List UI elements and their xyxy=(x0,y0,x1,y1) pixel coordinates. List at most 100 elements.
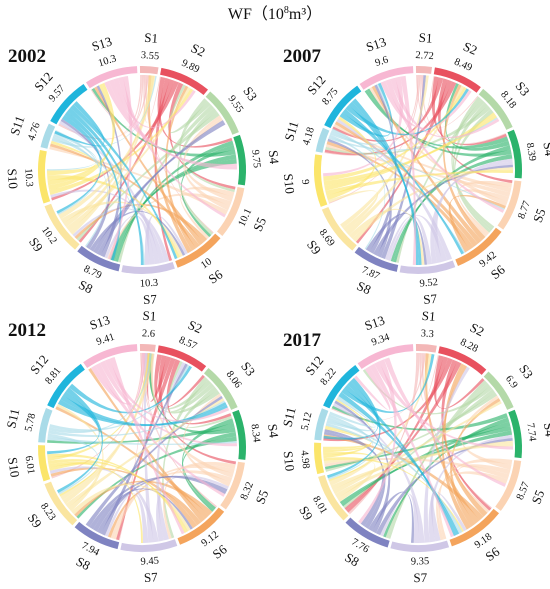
sector-name-label: S7 xyxy=(143,569,158,585)
chord-ribbon xyxy=(76,111,220,241)
sector-arc-s10 xyxy=(38,445,51,482)
chord-ribbon xyxy=(327,190,378,232)
sector-name-label: S11 xyxy=(3,407,22,430)
sector-name-label: S2 xyxy=(189,40,208,59)
sector-name-label: S3 xyxy=(238,359,258,379)
chord-ribbon xyxy=(180,186,235,240)
chord-ribbon xyxy=(177,108,217,236)
sector-value-label: 10 xyxy=(199,256,214,271)
chord-ribbon xyxy=(326,116,377,201)
chord-ribbon xyxy=(49,146,228,215)
sector-arc-s1 xyxy=(139,344,156,352)
sector-name-label: S4 xyxy=(265,423,282,439)
chord-ribbon xyxy=(47,453,187,533)
sector-arc-s12 xyxy=(50,83,88,125)
sector-name-label: S2 xyxy=(468,320,487,340)
sector-value-label: 9.35 xyxy=(411,556,430,567)
sector-name-label: S1 xyxy=(144,30,159,46)
sector-arc-s9 xyxy=(321,206,357,251)
sector-arc-s7 xyxy=(121,262,175,274)
chord-ribbon xyxy=(183,115,234,202)
sector-arc-s8 xyxy=(345,517,390,548)
sector-arc-s7 xyxy=(390,540,450,552)
chord-ribbon xyxy=(368,491,415,543)
sector-name-label: S4 xyxy=(541,422,550,438)
sector-name-label: S13 xyxy=(364,34,388,55)
chord-ribbon xyxy=(384,215,433,265)
sector-arc-s1 xyxy=(415,344,437,353)
sector-value-label: 9.41 xyxy=(95,332,116,348)
chord-ribbon xyxy=(107,488,202,538)
sector-arc-s2 xyxy=(157,345,207,372)
chord-ribbon xyxy=(89,210,186,256)
sector-value-label: 10.3 xyxy=(139,278,158,290)
year-title: 2007 xyxy=(283,46,322,67)
chord-ribbon xyxy=(104,215,155,265)
chord-ribbon xyxy=(104,493,149,543)
chord-ribbon xyxy=(60,395,228,426)
sector-value-label: 9.45 xyxy=(140,556,159,568)
year-title: 2017 xyxy=(283,330,322,351)
sector-value-label: 5.12 xyxy=(300,411,315,431)
chord-ribbon xyxy=(109,357,185,535)
year-title: 2012 xyxy=(8,320,46,341)
chord-ribbon xyxy=(56,387,103,493)
sector-arc-s9 xyxy=(44,203,80,250)
sector-value-label: 4.18 xyxy=(301,126,317,147)
chord-ribbon xyxy=(64,111,122,261)
chord-ribbon xyxy=(166,360,215,412)
sector-arc-s8 xyxy=(74,521,120,550)
sector-arc-s3 xyxy=(203,367,238,410)
sector-name-label: S3 xyxy=(240,84,260,104)
sector-name-label: S5 xyxy=(252,488,271,506)
chord-ribbon xyxy=(330,130,505,211)
chord-ribbon xyxy=(369,84,397,254)
chord-ribbon xyxy=(457,180,513,235)
sector-arc-s11 xyxy=(315,127,330,153)
sector-name-label: S9 xyxy=(25,511,45,531)
sector-arc-s10 xyxy=(314,442,325,475)
sector-value-label: 6.01 xyxy=(23,455,37,475)
sector-value-label: 2.72 xyxy=(415,50,434,62)
sector-name-label: S4 xyxy=(540,141,550,157)
chord-ribbon xyxy=(339,82,393,137)
sector-name-label: S6 xyxy=(205,266,225,286)
sector-value-label: 8.28 xyxy=(458,337,479,355)
figure-title: WF（108m³） xyxy=(228,5,322,23)
sector-name-label: S6 xyxy=(482,544,502,564)
sector-arc-s13 xyxy=(85,66,138,89)
chord-ribbon xyxy=(373,164,513,256)
sector-name-label: S11 xyxy=(7,114,28,138)
chord-ribbon xyxy=(436,471,508,541)
sector-arc-s3 xyxy=(205,91,239,135)
chord-ribbon xyxy=(78,79,175,243)
chord-ribbon xyxy=(345,88,470,136)
chord-ribbon xyxy=(108,79,237,170)
sector-name-label: S7 xyxy=(413,570,427,585)
sector-name-label: S10 xyxy=(5,456,23,478)
chord-ribbon xyxy=(327,138,392,258)
sector-value-label: 6.9 xyxy=(503,374,520,391)
chord-ribbon xyxy=(366,88,512,157)
sector-name-label: S11 xyxy=(281,119,301,142)
sector-value-label: 9.89 xyxy=(180,58,201,76)
sector-name-label: S3 xyxy=(513,79,533,99)
chord-ribbon xyxy=(421,75,506,144)
sector-value-label: 8.06 xyxy=(224,369,244,390)
chord-ribbon xyxy=(88,367,206,523)
chord-ribbon xyxy=(110,470,233,539)
sector-name-label: S1 xyxy=(421,308,436,324)
sector-arc-s2 xyxy=(433,67,481,93)
sector-name-label: S8 xyxy=(342,550,361,570)
chord-ribbon xyxy=(419,353,439,402)
sector-name-label: S9 xyxy=(304,237,324,257)
sector-name-label: S8 xyxy=(355,278,374,297)
sector-arc-s6 xyxy=(175,233,221,268)
chord-ribbon xyxy=(323,425,372,450)
chord-ribbon xyxy=(47,175,181,259)
sector-arc-s8 xyxy=(77,245,121,272)
sector-arc-s4 xyxy=(508,409,522,459)
